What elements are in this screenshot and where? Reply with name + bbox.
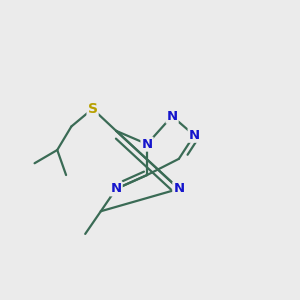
Text: N: N	[173, 182, 184, 195]
Text: N: N	[111, 182, 122, 195]
Text: N: N	[167, 110, 178, 123]
Text: S: S	[88, 102, 98, 116]
Text: N: N	[189, 129, 200, 142]
Text: N: N	[142, 138, 153, 151]
